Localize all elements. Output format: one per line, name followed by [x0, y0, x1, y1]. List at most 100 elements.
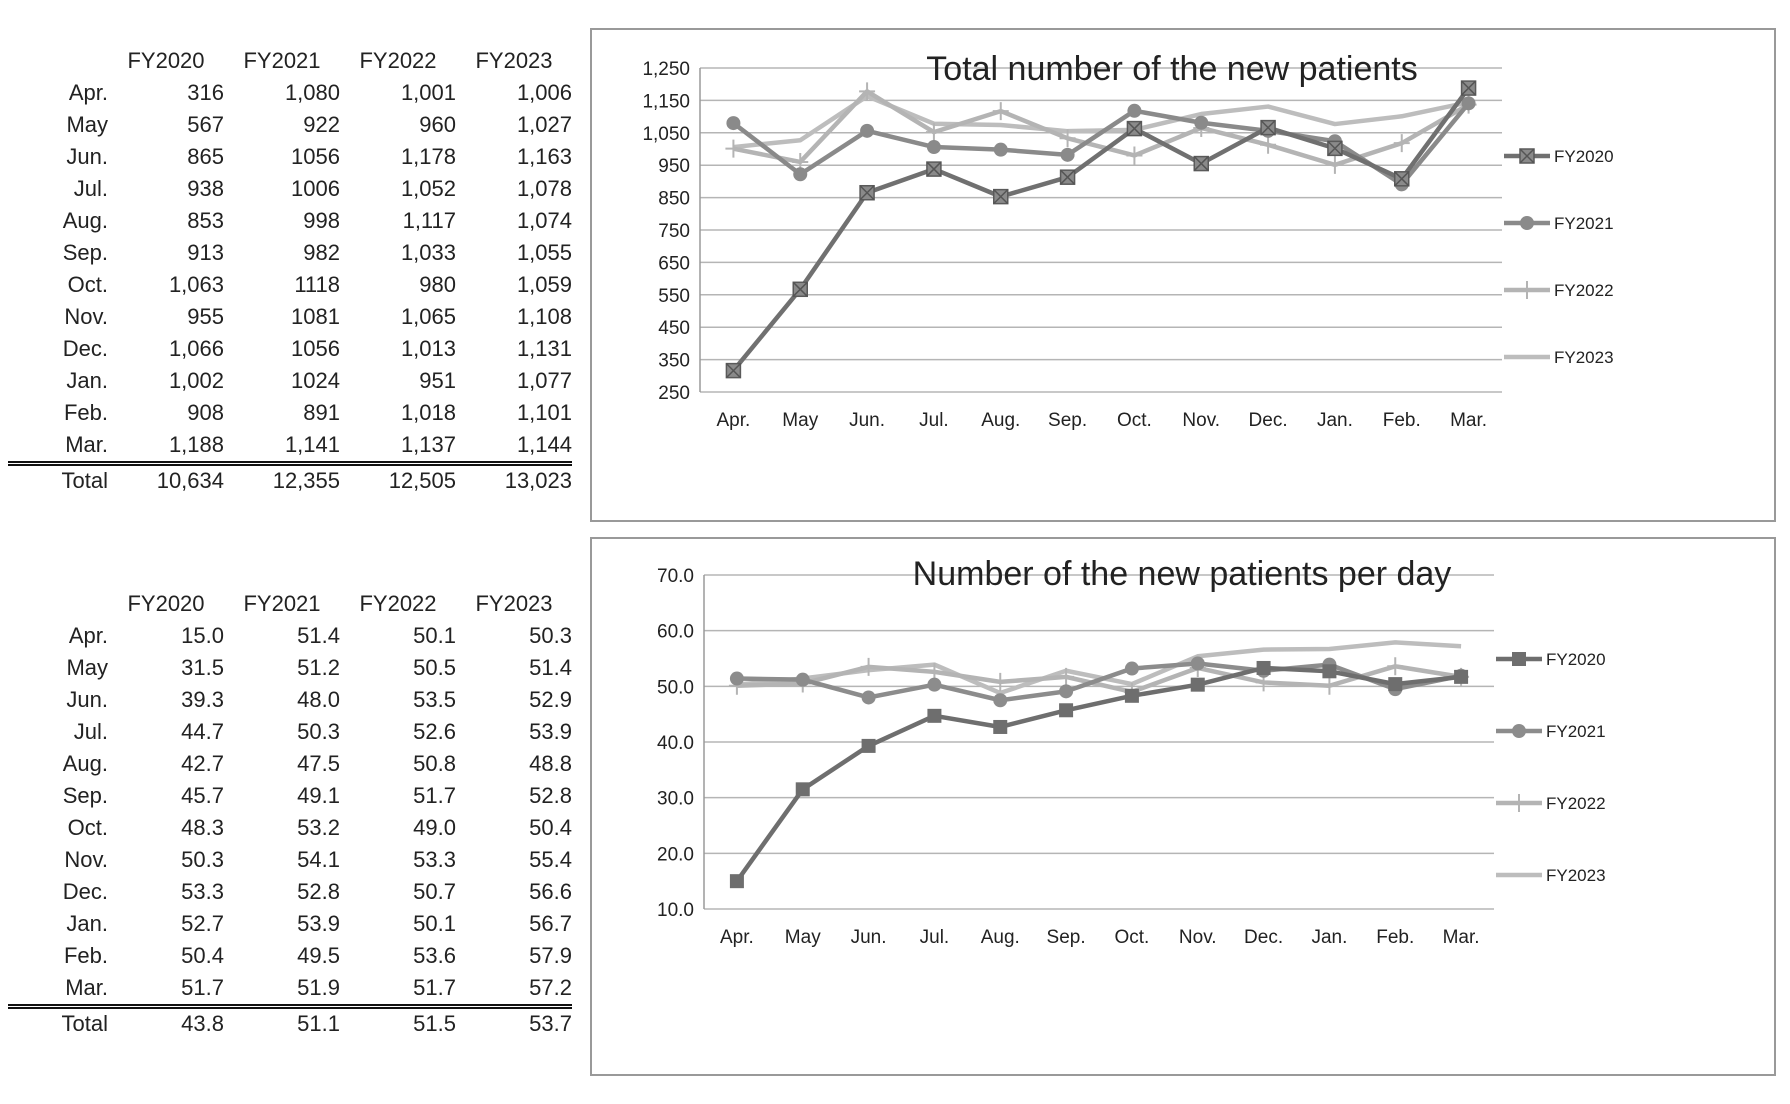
table-cell: 49.5 [297, 943, 340, 968]
table-cell: 53.9 [297, 911, 340, 936]
table-cell: 55.4 [529, 847, 572, 872]
table-cell: 316 [187, 80, 224, 105]
table-cell: 1,141 [284, 432, 340, 457]
data-point-3 [925, 123, 942, 142]
x-tick-label: Sep. [1048, 410, 1087, 431]
table-cell: 1118 [294, 272, 340, 297]
table-cell: 50.4 [181, 943, 224, 968]
legend-entry-fy2022: FY2022 [1504, 281, 1614, 300]
y-tick-label: 1,250 [642, 59, 690, 80]
y-tick-label: 40.0 [657, 733, 694, 754]
data-point-6 [1124, 688, 1139, 703]
legend-label: FY2021 [1546, 722, 1606, 741]
x-tick-label: May [785, 927, 821, 948]
data-point-cross-5 [1060, 169, 1076, 185]
table-cell: 1,001 [400, 80, 456, 105]
data-point-3 [926, 140, 941, 155]
x-tick-label: Nov. [1179, 927, 1217, 948]
x-tick-label: May [782, 410, 818, 431]
data-point-4 [992, 102, 1009, 121]
row-label: Jun. [66, 144, 108, 169]
table-cell: 1024 [291, 368, 340, 393]
legend-entry-fy2020: FY2020 [1504, 147, 1614, 166]
table-cell: 1,002 [168, 368, 224, 393]
data-point-legend [1520, 216, 1534, 230]
table-cell: 1,063 [168, 272, 224, 297]
data-point-cross-1 [792, 281, 808, 297]
monthly-total-table: FY2020 FY2021 FY2022 FY2023 Apr. 316 1,080 1,00… [8, 45, 572, 496]
row-label: Jan. [66, 368, 108, 393]
data-point-11 [1461, 96, 1476, 111]
table-cell: 1,052 [400, 176, 456, 201]
table-cell: 982 [303, 240, 340, 265]
table-cell: 53.2 [297, 815, 340, 840]
table-cell: 53.9 [529, 719, 572, 744]
data-point-2 [860, 123, 875, 138]
data-point-0 [729, 874, 744, 889]
data-point-1 [795, 672, 810, 687]
x-tick-label: Aug. [981, 927, 1020, 948]
table-row: Feb. 50.4 49.5 53.6 57.9 [8, 940, 572, 972]
table-cell: 938 [187, 176, 224, 201]
table-corner [8, 45, 108, 77]
table-row: Oct. 1,063 1118 980 1,059 [8, 269, 572, 301]
table-cell: 1,178 [400, 144, 456, 169]
legend-entry-fy2023: FY2023 [1504, 348, 1614, 367]
data-point-9 [1322, 664, 1337, 679]
y-tick-label: 60.0 [657, 622, 694, 643]
x-tick-label: Jul. [919, 410, 949, 431]
table-cell: 50.8 [413, 751, 456, 776]
series-line [732, 101, 1471, 187]
table-cell: 51.9 [297, 975, 340, 1000]
y-tick-label: 350 [658, 351, 690, 372]
row-label: Jan. [66, 911, 108, 936]
data-point-cross-3 [926, 161, 942, 177]
table-cell: 15.0 [181, 623, 224, 648]
table-cell: 44.7 [181, 719, 224, 744]
table-cell: 52.6 [413, 719, 456, 744]
column-header: FY2020 [127, 48, 205, 73]
table-row: Mar. 1,188 1,141 1,137 1,144 [8, 429, 572, 464]
data-point-5 [1059, 129, 1076, 148]
series-line [736, 661, 1462, 703]
x-tick-label: Oct. [1114, 927, 1149, 948]
x-tick-label: Apr. [717, 410, 751, 431]
data-point-cross-4 [993, 189, 1009, 205]
y-tick-label: 950 [658, 156, 690, 177]
table-cell: 1,074 [516, 208, 572, 233]
column-header: FY2022 [359, 48, 437, 73]
data-point-3 [927, 677, 942, 692]
column-header: FY2020 [127, 591, 205, 616]
legend-label: FY2023 [1546, 866, 1606, 885]
data-point-1 [795, 782, 810, 797]
row-label: May [66, 112, 108, 137]
row-label: May [66, 655, 108, 680]
data-point-legend [1512, 652, 1526, 666]
total-patients-chart: 250 350 450 550 650 750 850 950 1,050 1,150 1,250 A… [642, 50, 1614, 431]
data-point-4 [992, 672, 1009, 691]
table-cell: 50.3 [181, 847, 224, 872]
legend-label: FY2022 [1554, 281, 1614, 300]
data-point-cross-0 [725, 363, 741, 379]
data-point-4 [993, 142, 1008, 157]
row-label: Feb. [63, 400, 108, 425]
series-line [732, 89, 1470, 168]
table-cell: 52.9 [529, 687, 572, 712]
table-row: Nov. 955 1081 1,065 1,108 [8, 301, 572, 333]
x-tick-label: Dec. [1249, 410, 1288, 431]
table-cell: 50.7 [413, 879, 456, 904]
column-header: FY2023 [475, 591, 553, 616]
data-point-5 [1059, 684, 1074, 699]
table-cell: 1,006 [516, 80, 572, 105]
y-tick-label: 650 [658, 253, 690, 274]
column-header: FY2021 [243, 591, 321, 616]
y-tick-label: 10.0 [657, 900, 694, 921]
table-cell: 48.0 [297, 687, 340, 712]
table-cell: 1,188 [168, 432, 224, 457]
table-cell: 51.7 [413, 783, 456, 808]
table-cell: 908 [187, 400, 224, 425]
legend-label: FY2023 [1554, 348, 1614, 367]
table-cell: 45.7 [181, 783, 224, 808]
row-label: Aug. [62, 751, 108, 776]
table-cell: 12,505 [340, 461, 456, 496]
